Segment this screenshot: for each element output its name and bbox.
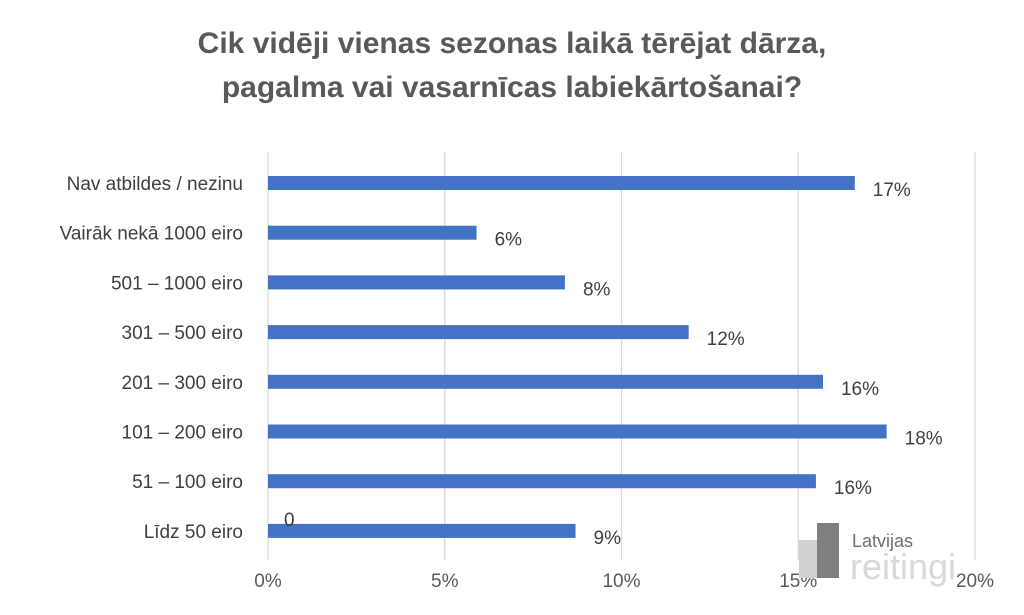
data-label: 8% [583, 279, 611, 300]
bar [268, 374, 823, 389]
chart-title: Cik vidēji vienas sezonas laikā tērējat … [0, 22, 1024, 110]
category-label: 51 – 100 eiro [132, 472, 243, 493]
title-line-2: pagalma vai vasarnīcas labiekārtošanai? [221, 71, 803, 104]
data-label: 6% [495, 230, 523, 251]
category-label: 201 – 300 eiro [122, 373, 244, 394]
bar [268, 176, 855, 190]
logo-text-line2: reitingi [850, 546, 956, 587]
data-label: 16% [834, 478, 872, 499]
data-label: 9% [594, 528, 622, 549]
category-label: 501 – 1000 eiro [111, 273, 243, 294]
latvijas-reitingi-logo: Latvijas reitingi [799, 523, 956, 587]
bar [268, 424, 887, 439]
title-line-1: Cik vidēji vienas sezonas laikā tērējat … [197, 27, 827, 60]
bar [268, 325, 689, 340]
data-label: 17% [873, 180, 911, 201]
x-tick-label: 5% [431, 571, 459, 592]
category-label: Nav atbildes / nezinu [67, 174, 243, 195]
category-label: Līdz 50 eiro [144, 522, 243, 543]
x-tick-label: 20% [956, 571, 994, 592]
data-label: 16% [841, 379, 879, 400]
x-tick-label: 0% [254, 571, 282, 592]
category-label: Vairāk nekā 1000 eiro [60, 224, 243, 245]
bar [268, 225, 477, 240]
bar [268, 275, 565, 290]
category-label: 301 – 500 eiro [122, 323, 244, 344]
data-label: 18% [905, 429, 943, 450]
data-label: 12% [707, 329, 745, 350]
x-tick-label: 10% [602, 571, 640, 592]
logo-text-line1: Latvijas [852, 531, 913, 551]
bar [268, 523, 576, 538]
bar [268, 474, 816, 489]
category-label: 101 – 200 eiro [122, 423, 244, 444]
annotation-zero: 0 [284, 510, 295, 531]
